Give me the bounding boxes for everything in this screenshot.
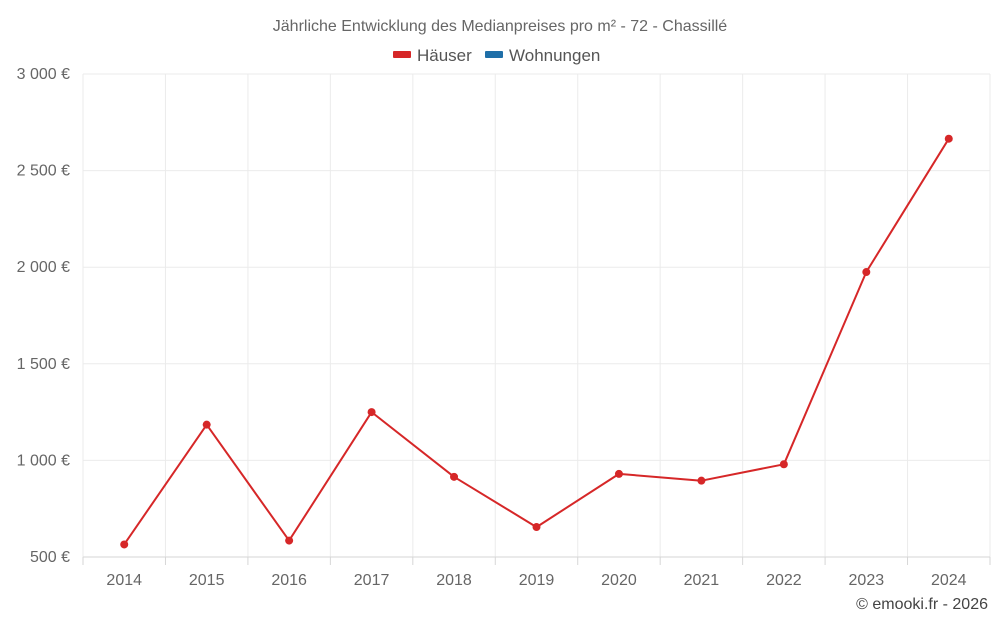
data-point-haeuser-2023[interactable] — [862, 268, 871, 277]
x-tick-label: 2021 — [684, 572, 720, 589]
legend-item-wohnungen[interactable]: Wohnungen — [485, 46, 600, 65]
data-point-haeuser-2017[interactable] — [367, 408, 376, 417]
legend: Häuser Wohnungen — [393, 46, 600, 65]
legend-swatch-haeuser — [393, 51, 411, 58]
data-point-haeuser-2024[interactable] — [944, 134, 953, 143]
data-point-haeuser-2015[interactable] — [202, 420, 211, 429]
x-tick-label: 2014 — [106, 572, 142, 589]
data-point-haeuser-2018[interactable] — [450, 472, 459, 481]
data-point-haeuser-2022[interactable] — [779, 460, 788, 469]
data-point-haeuser-2016[interactable] — [285, 536, 294, 545]
y-tick-label: 3 000 € — [17, 66, 70, 83]
x-tick-label: 2015 — [189, 572, 225, 589]
y-tick-label: 1 500 € — [17, 356, 70, 373]
credit-text: © emooki.fr - 2026 — [856, 596, 988, 613]
y-tick-label: 500 € — [30, 549, 70, 566]
x-tick-label: 2024 — [931, 572, 967, 589]
data-point-haeuser-2019[interactable] — [532, 523, 541, 532]
x-tick-label: 2018 — [436, 572, 472, 589]
data-point-haeuser-2020[interactable] — [614, 469, 623, 478]
x-tick-label: 2020 — [601, 572, 637, 589]
legend-label-wohnungen: Wohnungen — [509, 46, 600, 65]
legend-swatch-wohnungen — [485, 51, 503, 58]
data-point-haeuser-2014[interactable] — [120, 540, 129, 549]
grid — [82, 73, 991, 557]
y-tick-label: 1 000 € — [17, 452, 70, 469]
series-haeuser — [120, 134, 953, 549]
x-tick-label: 2017 — [354, 572, 390, 589]
legend-item-haeuser[interactable]: Häuser — [393, 46, 472, 65]
y-tick-label: 2 500 € — [17, 163, 70, 180]
x-tick-label: 2023 — [849, 572, 885, 589]
x-axis-labels: 2014 2015 2016 2017 2018 2019 2020 2021 2022 2023… — [106, 572, 966, 589]
data-point-haeuser-2021[interactable] — [697, 476, 706, 485]
x-tick-label: 2022 — [766, 572, 802, 589]
x-tick-label: 2019 — [519, 572, 555, 589]
chart-title: Jährliche Entwicklung des Medianpreises … — [273, 18, 728, 35]
x-tick-label: 2016 — [271, 572, 307, 589]
legend-label-haeuser: Häuser — [417, 46, 472, 65]
y-axis-labels: 3 000 € 2 500 € 2 000 € 1 500 € 1 000 € 500 € — [17, 66, 70, 566]
y-tick-label: 2 000 € — [17, 259, 70, 276]
axes — [82, 556, 991, 565]
